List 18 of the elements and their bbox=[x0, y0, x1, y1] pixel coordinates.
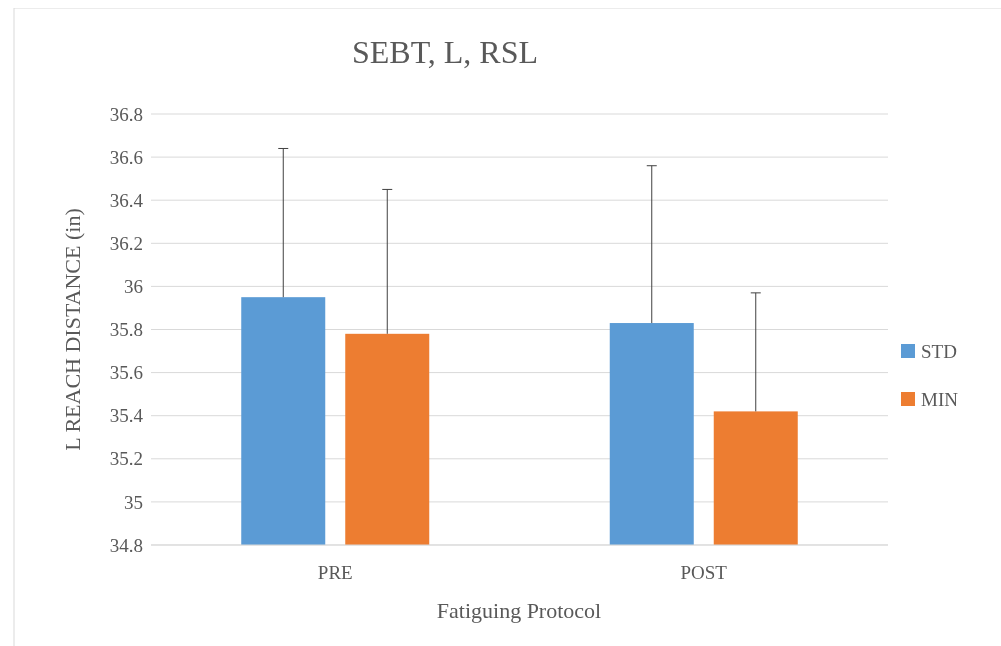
y-tick-label: 35.2 bbox=[109, 448, 143, 470]
y-tick-label: 35.6 bbox=[109, 362, 143, 384]
legend-label: MIN bbox=[921, 388, 959, 410]
x-tick-label: PRE bbox=[317, 562, 353, 583]
x-tick-label: POST bbox=[680, 562, 728, 583]
y-tick-label: 36.8 bbox=[109, 103, 143, 125]
y-tick-label: 35.4 bbox=[109, 405, 144, 427]
chart-title: SEBT, L, RSL bbox=[351, 34, 539, 70]
y-tick-label: 36.4 bbox=[109, 189, 144, 211]
y-tick-label: 36 bbox=[124, 276, 143, 298]
x-axis-title: Fatiguing Protocol bbox=[436, 598, 602, 623]
y-tick-label: 34.8 bbox=[109, 534, 143, 556]
y-tick-label: 35.8 bbox=[109, 319, 143, 341]
y-tick-label: 36.6 bbox=[109, 146, 143, 168]
y-axis-title: L REACH DISTANCE (in) bbox=[60, 208, 85, 451]
y-tick-label: 36.2 bbox=[109, 232, 143, 254]
y-tick-label: 35 bbox=[124, 491, 143, 513]
legend-label: STD bbox=[921, 340, 957, 362]
